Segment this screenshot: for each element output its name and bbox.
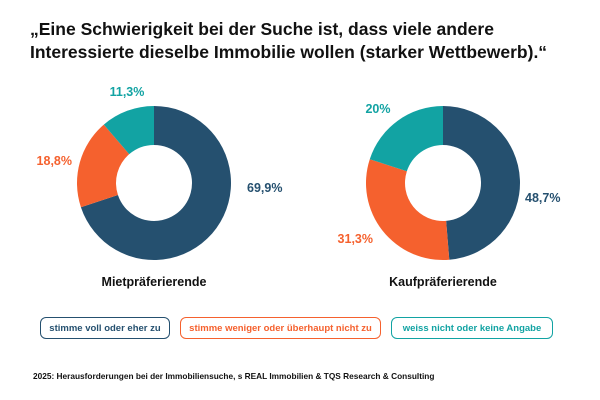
chart-title: „Eine Schwierigkeit bei der Suche ist, d… xyxy=(30,19,548,62)
data-label: 31,3% xyxy=(338,232,373,246)
legend-item-agree: stimme voll oder eher zu xyxy=(40,317,170,339)
donut-title: Mietpräferierende xyxy=(102,275,207,289)
donut-slice xyxy=(369,106,443,172)
data-label: 48,7% xyxy=(525,191,560,205)
legend-label: stimme weniger oder überhaupt nicht zu xyxy=(189,322,372,334)
donut-slice xyxy=(77,124,130,208)
data-label: 18,8% xyxy=(37,154,72,168)
source-note: 2025: Herausforderungen bei der Immobili… xyxy=(33,371,435,381)
legend-label: weiss nicht oder keine Angabe xyxy=(402,322,542,334)
legend-label: stimme voll oder eher zu xyxy=(49,322,161,334)
legend-item-no-answer: weiss nicht oder keine Angabe xyxy=(391,317,553,339)
legend-item-disagree: stimme weniger oder überhaupt nicht zu xyxy=(180,317,381,339)
data-label: 11,3% xyxy=(110,85,145,99)
donut-title: Kaufpräferierende xyxy=(389,275,497,289)
donut-slice xyxy=(80,106,232,260)
data-label: 69,9% xyxy=(247,181,282,195)
donut-slice xyxy=(103,106,154,155)
data-label: 20% xyxy=(365,102,390,116)
donut-slice xyxy=(366,159,450,261)
donut-slice xyxy=(443,106,521,260)
